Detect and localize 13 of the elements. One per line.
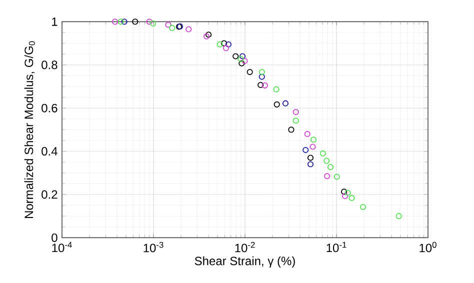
y-tick-label: 0.6 (42, 104, 58, 112)
x-tick-label: 10$^{-4}$ (52, 242, 72, 252)
y-tick-label: 0.8 (42, 60, 58, 70)
y-tick-label: 0.2 (42, 190, 58, 199)
y-axis-title: Normalized Shear Modulus, G/G$_{0}$ (24, 41, 35, 218)
x-tick-label: 10$^{-1}$ (326, 242, 346, 252)
x-axis-title: Shear Strain, γ (%) (194, 256, 295, 268)
y-tick-label: 1 (52, 18, 58, 26)
x-tick-label: 10$^{-3}$ (144, 242, 164, 252)
y-tick-label: 0.4 (42, 147, 58, 156)
y-tick-label: 0 (52, 233, 58, 242)
x-tick-label: 10$^{0}$ (420, 242, 436, 252)
x-tick-label: 10$^{-2}$ (235, 242, 255, 252)
